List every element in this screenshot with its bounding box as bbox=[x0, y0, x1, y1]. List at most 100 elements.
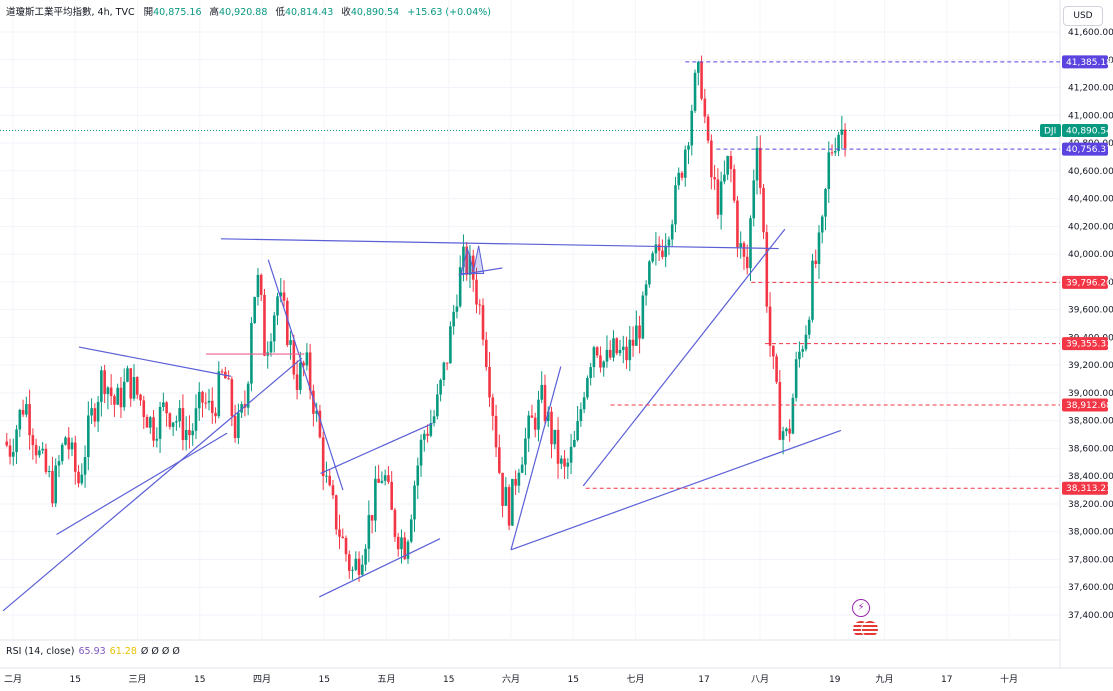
candle-body bbox=[599, 355, 602, 368]
candle-body bbox=[602, 361, 606, 368]
candle-body bbox=[237, 412, 240, 439]
candle-body bbox=[778, 382, 782, 440]
candle-body bbox=[233, 416, 237, 439]
candle-body bbox=[8, 445, 12, 457]
candle-body bbox=[334, 495, 338, 530]
candle-body bbox=[478, 304, 482, 306]
y-tick-label: 41,200.00 bbox=[1068, 84, 1113, 94]
symbol-title[interactable]: 道瓊斯工業平均指數, 4h, TVC bbox=[6, 7, 135, 18]
harmonic-pattern[interactable] bbox=[460, 245, 485, 275]
rsi-label[interactable]: RSI (14, close) bbox=[6, 646, 75, 657]
y-tick-label: 40,400.00 bbox=[1068, 195, 1113, 205]
candle-body bbox=[256, 274, 260, 298]
y-tick-label: 37,600.00 bbox=[1068, 583, 1113, 593]
candle-body bbox=[833, 151, 837, 153]
trendlines[interactable] bbox=[2, 228, 842, 612]
trendline[interactable] bbox=[2, 357, 303, 612]
candle-body bbox=[246, 383, 250, 408]
time-axis[interactable]: 二月 15 三月 15 四月 15 五月 15 六月 15 七月 17 八月 19 九月 17 十月 bbox=[4, 673, 1018, 685]
candle-body bbox=[843, 129, 847, 149]
candle-body bbox=[543, 384, 547, 422]
candle-body bbox=[488, 367, 491, 398]
trendline[interactable] bbox=[510, 429, 842, 551]
candle-body bbox=[109, 387, 113, 397]
candle-body bbox=[432, 416, 436, 424]
candle-body bbox=[272, 315, 276, 342]
candle-body bbox=[295, 374, 299, 390]
candle-body bbox=[452, 311, 455, 327]
trendline[interactable] bbox=[56, 432, 228, 536]
x-tick-label: 19 bbox=[829, 675, 841, 685]
candle-body bbox=[628, 339, 632, 361]
us-flag-events-icon[interactable] bbox=[852, 620, 879, 638]
candle-body bbox=[387, 475, 390, 482]
currency-button[interactable]: USD bbox=[1063, 6, 1103, 26]
candle-body bbox=[693, 72, 697, 111]
x-tick-label: 17 bbox=[698, 675, 709, 685]
candle-body bbox=[739, 243, 743, 248]
candle-body bbox=[462, 246, 465, 268]
candle-body bbox=[426, 433, 429, 436]
candle-body bbox=[292, 340, 296, 375]
candle-body bbox=[801, 349, 804, 352]
lightning-event-icon[interactable]: ⚡ bbox=[852, 599, 870, 617]
candle-body bbox=[103, 370, 106, 395]
candle-body bbox=[175, 421, 178, 423]
close-value: 40,890.54 bbox=[350, 7, 400, 18]
candle-body bbox=[126, 368, 129, 382]
trendline[interactable] bbox=[319, 538, 441, 598]
candle-body bbox=[393, 509, 397, 537]
price-tag-label: 41,385.18 bbox=[1066, 58, 1112, 68]
x-tick-label: 九月 bbox=[875, 674, 893, 685]
candle-body bbox=[674, 185, 677, 225]
candle-body bbox=[664, 245, 667, 257]
trendline[interactable] bbox=[78, 346, 231, 377]
candle-body bbox=[592, 347, 596, 368]
candle-body bbox=[370, 515, 374, 521]
candle-body bbox=[706, 116, 710, 141]
trendline[interactable] bbox=[220, 238, 779, 250]
candle-body bbox=[638, 325, 641, 339]
candle-body bbox=[210, 400, 214, 413]
candle-body bbox=[442, 362, 446, 381]
candle-body bbox=[73, 442, 77, 472]
x-tick-label: 十月 bbox=[1000, 673, 1018, 685]
candle-body bbox=[155, 438, 159, 441]
candle-body bbox=[644, 284, 648, 296]
open-label: 開 bbox=[143, 7, 154, 18]
candle-body bbox=[576, 421, 579, 440]
candle-body bbox=[90, 408, 93, 416]
candle-body bbox=[403, 537, 407, 559]
candle-body bbox=[762, 187, 765, 233]
y-tick-label: 38,600.00 bbox=[1068, 444, 1113, 454]
x-tick-label: 七月 bbox=[626, 674, 644, 685]
candle-body bbox=[80, 474, 84, 484]
candle-body bbox=[367, 515, 371, 549]
y-tick-label: 39,200.00 bbox=[1068, 361, 1113, 371]
y-tick-label: 39,000.00 bbox=[1068, 389, 1113, 399]
trendline[interactable] bbox=[510, 366, 562, 550]
candle-body bbox=[484, 339, 488, 368]
candle-body bbox=[263, 294, 266, 356]
trendline[interactable] bbox=[582, 228, 786, 487]
price-tag bbox=[1062, 142, 1108, 156]
candle-body bbox=[732, 169, 736, 201]
candle-body bbox=[165, 402, 168, 414]
candle-body bbox=[530, 415, 534, 418]
candle-body bbox=[325, 475, 328, 477]
trendline[interactable] bbox=[320, 422, 433, 474]
candle-body bbox=[113, 396, 116, 405]
candle-body bbox=[93, 408, 97, 422]
low-label: 低 bbox=[275, 7, 285, 18]
candle-body bbox=[357, 558, 361, 575]
x-tick-label: 四月 bbox=[253, 674, 271, 685]
trendline[interactable] bbox=[267, 259, 344, 491]
open-value: 40,875.16 bbox=[153, 7, 202, 18]
y-tick-label: 39,600.00 bbox=[1068, 306, 1113, 316]
candle-body bbox=[299, 362, 302, 390]
candle-body bbox=[468, 255, 472, 275]
horizontal-levels[interactable] bbox=[0, 61, 1060, 489]
candle-body bbox=[422, 433, 426, 440]
candle-body bbox=[775, 356, 778, 383]
